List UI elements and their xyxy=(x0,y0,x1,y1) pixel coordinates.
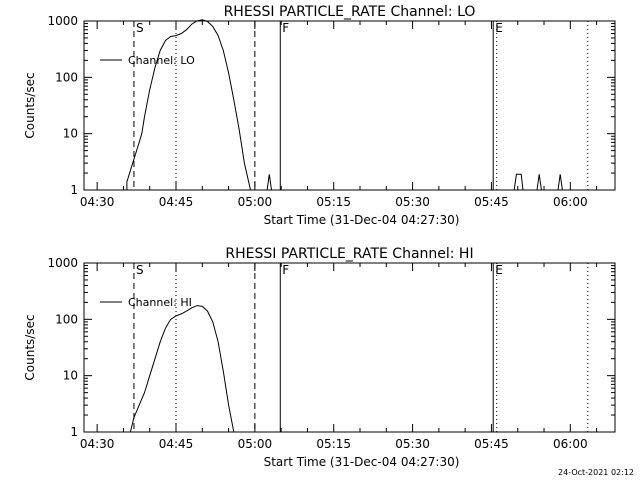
panel-channel-hi: RHESSI PARTICLE_RATE Channel: HI Counts/s… xyxy=(23,246,616,469)
event-marker-label: S xyxy=(136,21,144,35)
event-marker-label: E xyxy=(495,21,503,35)
data-series-segment xyxy=(513,173,524,191)
y-axis-label: Counts/sec xyxy=(23,314,37,380)
data-series-segment xyxy=(557,174,563,191)
x-tick-label: 04:45 xyxy=(159,437,194,451)
chart-title: RHESSI PARTICLE_RATE Channel: HI xyxy=(225,246,473,262)
x-tick-label: 04:30 xyxy=(80,195,115,209)
y-tick-label: 100 xyxy=(55,70,78,84)
event-marker-label: S xyxy=(136,263,144,277)
x-tick-label: 05:15 xyxy=(316,195,351,209)
event-marker-label: E xyxy=(495,263,503,277)
y-tick-label: 1000 xyxy=(47,14,78,28)
x-tick-label: 05:45 xyxy=(474,195,509,209)
plot-frame xyxy=(83,262,616,433)
x-axis-label: Start Time (31-Dec-04 04:27:30) xyxy=(264,455,460,469)
plot-frame xyxy=(83,20,616,191)
x-tick-label: 05:15 xyxy=(316,437,351,451)
y-tick-label: 1 xyxy=(70,425,78,439)
y-tick-label: 10 xyxy=(63,369,78,383)
y-tick-label: 100 xyxy=(55,312,78,326)
x-axis-label: Start Time (31-Dec-04 04:27:30) xyxy=(264,213,460,227)
x-tick-label: 05:30 xyxy=(395,195,430,209)
data-series-segment xyxy=(536,174,542,191)
data-series-segment xyxy=(266,174,272,191)
x-tick-label: 05:00 xyxy=(238,437,273,451)
y-tick-label: 10 xyxy=(63,127,78,141)
panel-channel-lo: RHESSI PARTICLE_RATE Channel: LO Counts/s… xyxy=(23,4,616,227)
x-tick-label: 05:45 xyxy=(474,437,509,451)
y-tick-label: 1000 xyxy=(47,256,78,270)
y-tick-label: 1 xyxy=(70,183,78,197)
x-tick-label: 05:30 xyxy=(395,437,430,451)
chart-title: RHESSI PARTICLE_RATE Channel: LO xyxy=(224,4,476,20)
x-tick-label: 05:00 xyxy=(238,195,273,209)
x-tick-label: 06:00 xyxy=(553,195,588,209)
plot-timestamp: 24-Oct-2021 02:12 xyxy=(558,468,634,477)
legend-label: Channel: HI xyxy=(128,296,192,309)
legend-label: Channel: LO xyxy=(128,54,195,67)
x-tick-label: 04:30 xyxy=(80,437,115,451)
data-series-segment xyxy=(126,19,251,191)
x-tick-label: 04:45 xyxy=(159,195,194,209)
data-series-segment xyxy=(129,305,235,433)
y-axis-label: Counts/sec xyxy=(23,72,37,138)
x-tick-label: 06:00 xyxy=(553,437,588,451)
event-marker-label: F xyxy=(282,263,289,277)
event-marker-label: F xyxy=(282,21,289,35)
